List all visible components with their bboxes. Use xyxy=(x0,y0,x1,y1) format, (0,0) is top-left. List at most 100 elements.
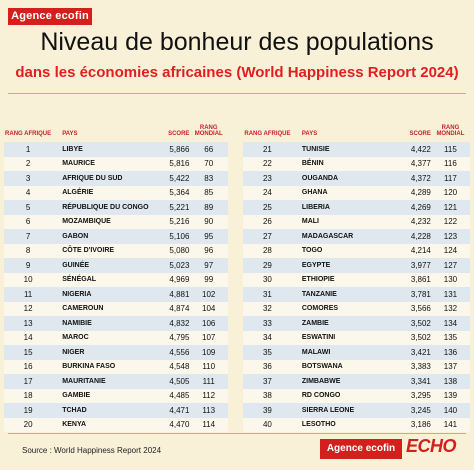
table-row: 3 AFRIQUE DU SUD 5,422 83 xyxy=(4,171,228,186)
rank-cell: 30 xyxy=(262,275,272,285)
rank-cell: 38 xyxy=(262,391,272,401)
rank-cell: 14 xyxy=(23,333,33,343)
score-cell: 5,106 xyxy=(169,231,190,241)
footer-divider xyxy=(8,433,466,434)
table-row: 23 OUGANDA 4,372 117 xyxy=(243,171,470,186)
score-cell: 4,969 xyxy=(169,275,190,285)
score-cell: 3,781 xyxy=(410,289,431,299)
score-cell: 5,364 xyxy=(169,188,190,198)
table-row: 17 MAURITANIE 4,505 111 xyxy=(4,374,228,389)
country-cell: RÉPUBLIQUE DU CONGO xyxy=(62,203,149,211)
world-rank-cell: 141 xyxy=(443,420,458,430)
rank-cell: 13 xyxy=(23,318,33,328)
table-row: 5 RÉPUBLIQUE DU CONGO 5,221 89 xyxy=(4,200,228,215)
world-rank-cell: 114 xyxy=(202,420,216,430)
world-rank-cell: 135 xyxy=(443,333,458,343)
country-cell: SIERRA LEONE xyxy=(301,406,355,414)
rank-cell: 22 xyxy=(262,159,272,169)
rank-cell: 1 xyxy=(25,144,31,154)
col-rank-africa: RANG AFRIQUE xyxy=(244,131,291,137)
country-cell: EGYPTE xyxy=(301,261,331,269)
rank-cell: 7 xyxy=(25,231,31,241)
table-row: 28 TOGO 4,214 124 xyxy=(243,243,470,258)
world-rank-cell: 139 xyxy=(443,391,458,401)
rank-cell: 12 xyxy=(23,304,33,314)
world-rank-cell: 107 xyxy=(202,333,216,343)
rank-cell: 3 xyxy=(25,173,31,183)
country-cell: ETHIOPIE xyxy=(301,276,335,284)
country-cell: ALGÉRIE xyxy=(62,189,94,197)
rank-cell: 5 xyxy=(25,202,31,212)
world-rank-cell: 85 xyxy=(204,188,214,198)
country-cell: SÉNÉGAL xyxy=(62,276,97,284)
table-row: 19 TCHAD 4,471 113 xyxy=(4,403,228,418)
col-country: PAYS xyxy=(62,131,78,137)
score-cell: 4,485 xyxy=(169,391,190,401)
rank-cell: 19 xyxy=(23,405,33,415)
table-row: 22 BÉNIN 4,377 116 xyxy=(243,156,470,171)
rank-cell: 27 xyxy=(262,231,272,241)
rank-cell: 2 xyxy=(25,159,31,169)
table-row: 36 BOTSWANA 3,383 137 xyxy=(243,359,470,374)
table-row: 34 ESWATINI 3,502 135 xyxy=(243,330,470,345)
col-rank-world: RANG MONDIAL xyxy=(194,125,223,137)
world-rank-cell: 110 xyxy=(202,362,216,372)
world-rank-cell: 124 xyxy=(443,246,458,256)
country-cell: GUINÉE xyxy=(62,261,90,269)
score-cell: 3,421 xyxy=(410,347,431,357)
world-rank-cell: 134 xyxy=(443,318,458,328)
score-cell: 4,289 xyxy=(410,188,431,198)
score-cell: 3,341 xyxy=(410,376,431,386)
world-rank-cell: 95 xyxy=(204,231,214,241)
rank-cell: 16 xyxy=(23,362,33,372)
world-rank-cell: 102 xyxy=(202,289,216,299)
table-row: 31 TANZANIE 3,781 131 xyxy=(243,287,470,302)
world-rank-cell: 132 xyxy=(443,304,458,314)
table-row: 29 EGYPTE 3,977 127 xyxy=(243,258,470,273)
world-rank-cell: 122 xyxy=(443,217,458,227)
world-rank-cell: 113 xyxy=(202,405,216,415)
score-cell: 4,832 xyxy=(169,318,190,328)
rank-cell: 9 xyxy=(25,260,31,270)
country-cell: MALI xyxy=(301,218,319,226)
rank-cell: 24 xyxy=(262,188,272,198)
world-rank-cell: 127 xyxy=(443,260,458,270)
score-cell: 5,816 xyxy=(169,159,190,169)
table-body: 1 LIBYE 5,866 66 2 MAURICE 5,816 70 3 AFRIQUE DU … xyxy=(4,142,228,432)
score-cell: 4,232 xyxy=(410,217,431,227)
country-cell: TANZANIE xyxy=(301,290,337,298)
country-cell: MAROC xyxy=(62,334,89,342)
rank-cell: 18 xyxy=(23,391,33,401)
country-cell: BÉNIN xyxy=(301,160,324,168)
score-cell: 4,548 xyxy=(169,362,190,372)
country-cell: OUGANDA xyxy=(301,174,339,182)
score-cell: 4,470 xyxy=(169,420,190,430)
world-rank-cell: 96 xyxy=(204,246,214,256)
world-rank-cell: 66 xyxy=(204,144,214,154)
world-rank-cell: 117 xyxy=(444,173,457,183)
world-rank-cell: 136 xyxy=(443,347,458,357)
world-rank-cell: 131 xyxy=(443,289,458,299)
rank-cell: 34 xyxy=(262,333,272,343)
score-cell: 3,295 xyxy=(410,391,431,401)
rank-cell: 20 xyxy=(23,420,33,430)
score-cell: 3,383 xyxy=(410,362,431,372)
table-row: 8 CÔTE D'IVOIRE 5,080 96 xyxy=(4,243,228,258)
country-cell: CÔTE D'IVOIRE xyxy=(62,247,115,255)
rank-cell: 36 xyxy=(262,362,272,372)
table-row: 18 GAMBIE 4,485 112 xyxy=(4,388,228,403)
score-cell: 4,214 xyxy=(410,246,431,256)
country-cell: TUNISIE xyxy=(301,145,330,153)
country-cell: CAMEROUN xyxy=(62,305,104,313)
country-cell: LIBERIA xyxy=(301,203,330,211)
table-row: 10 SÉNÉGAL 4,969 99 xyxy=(4,272,228,287)
country-cell: AFRIQUE DU SUD xyxy=(62,174,123,182)
score-cell: 5,216 xyxy=(169,217,190,227)
score-cell: 4,556 xyxy=(169,347,190,357)
ranking-table-left: RANG AFRIQUE PAYS SCORE RANG MONDIAL 1 LI… xyxy=(4,117,228,432)
table-row: 14 MAROC 4,795 107 xyxy=(4,330,228,345)
score-cell: 4,372 xyxy=(410,173,431,183)
country-cell: GABON xyxy=(62,232,89,240)
table-header: RANG AFRIQUE PAYS SCORE RANG MONDIAL xyxy=(4,117,228,137)
table-row: 40 LESOTHO 3,186 141 xyxy=(243,417,470,432)
